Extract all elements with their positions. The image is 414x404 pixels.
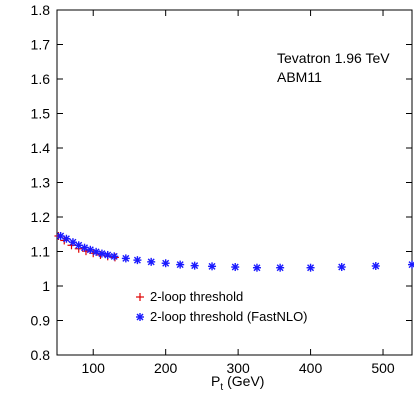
fastnlo-point bbox=[92, 247, 101, 256]
fastnlo-point bbox=[62, 234, 71, 243]
legend-marker-2-loop-threshold bbox=[136, 293, 144, 301]
fastnlo-point bbox=[121, 254, 130, 263]
y-tick-label: 1.5 bbox=[31, 106, 51, 122]
x-axis-title-unit: (GeV) bbox=[227, 373, 264, 389]
x-axis-title-main: P bbox=[211, 373, 220, 389]
axis-tick-labels: 0.8 0.9 1 1.1 1.2 1.3 1.4 1.5 1.6 1.7 1.8 100 200 300… bbox=[31, 2, 395, 376]
fastnlo-point bbox=[208, 262, 217, 271]
y-tick-label: 1.8 bbox=[31, 2, 51, 18]
x-axis-title-subscript: t bbox=[220, 382, 223, 393]
x-tick-label: 500 bbox=[371, 360, 395, 376]
fastnlo-point bbox=[276, 263, 285, 272]
fastnlo-point bbox=[371, 261, 380, 270]
annotation-collider: Tevatron 1.96 TeV bbox=[277, 50, 390, 66]
y-tick-label: 1.1 bbox=[31, 244, 51, 260]
fastnlo-point bbox=[252, 263, 261, 272]
fastnlo-point bbox=[231, 263, 240, 272]
x-tick-label: 400 bbox=[299, 360, 323, 376]
legend-label-2-loop-threshold-fastnlo: 2-loop threshold (FastNLO) bbox=[150, 309, 308, 324]
fastnlo-point bbox=[147, 257, 156, 266]
fastnlo-point bbox=[176, 260, 185, 269]
legend-label-2-loop-threshold: 2-loop threshold bbox=[150, 289, 243, 304]
fastnlo-point bbox=[68, 238, 77, 247]
y-tick-label: 1.3 bbox=[31, 175, 51, 191]
fastnlo-point bbox=[161, 259, 170, 268]
fastnlo-point bbox=[56, 231, 65, 240]
y-tick-label: 1.4 bbox=[31, 140, 51, 156]
fastnlo-point bbox=[110, 252, 119, 261]
legend-marker-2-loop-threshold-fastnlo bbox=[136, 313, 144, 321]
y-tick-label: 1.2 bbox=[31, 209, 51, 225]
fastnlo-point bbox=[190, 261, 199, 270]
fastnlo-point bbox=[97, 249, 106, 258]
x-tick-label: 100 bbox=[82, 360, 106, 376]
x-tick-label: 200 bbox=[154, 360, 178, 376]
y-tick-label: 1 bbox=[42, 278, 50, 294]
fastnlo-point bbox=[133, 256, 142, 265]
x-tick-label: 300 bbox=[226, 360, 250, 376]
y-tick-label: 0.8 bbox=[31, 347, 51, 363]
legend-plus-marker bbox=[136, 293, 144, 301]
y-tick-label: 0.9 bbox=[31, 313, 51, 329]
legend-star-marker bbox=[136, 313, 144, 321]
fastnlo-point bbox=[306, 263, 315, 272]
fastnlo-point bbox=[86, 245, 95, 254]
legend: 2-loop threshold 2-loop threshold (FastN… bbox=[136, 289, 308, 324]
y-tick-label: 1.6 bbox=[31, 71, 51, 87]
axis-ticks bbox=[57, 9, 412, 356]
fastnlo-point bbox=[103, 250, 112, 259]
fastnlo-point bbox=[337, 263, 346, 272]
x-axis-title: Pt (GeV) bbox=[211, 373, 264, 393]
fastnlo-point bbox=[408, 260, 414, 269]
data-points bbox=[54, 231, 414, 272]
annotation-pdf-set: ABM11 bbox=[277, 69, 322, 85]
y-tick-label: 1.7 bbox=[31, 37, 51, 53]
